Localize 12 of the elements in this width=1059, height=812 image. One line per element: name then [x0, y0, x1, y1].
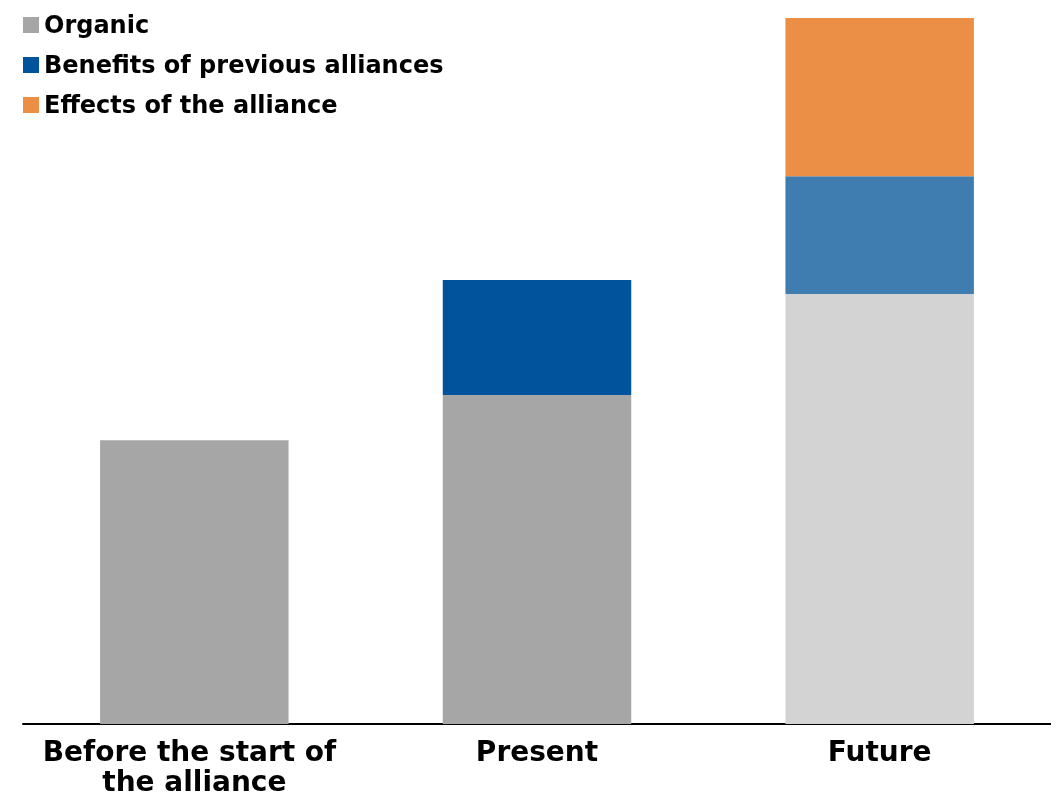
legend-label: Benefits of previous alliances: [44, 51, 444, 79]
x-tick-label: Present: [475, 734, 599, 768]
bar: [785, 294, 974, 724]
bar: [785, 176, 974, 295]
bar: [785, 18, 974, 177]
x-tick-label: Before the start of the alliance: [42, 734, 347, 798]
legend-label: Effects of the alliance: [44, 91, 338, 119]
bar: [442, 395, 632, 724]
legend-label: Organic: [44, 11, 150, 39]
x-tick-label: Future: [827, 734, 932, 768]
bar: [100, 440, 289, 724]
bar: [442, 279, 632, 395]
